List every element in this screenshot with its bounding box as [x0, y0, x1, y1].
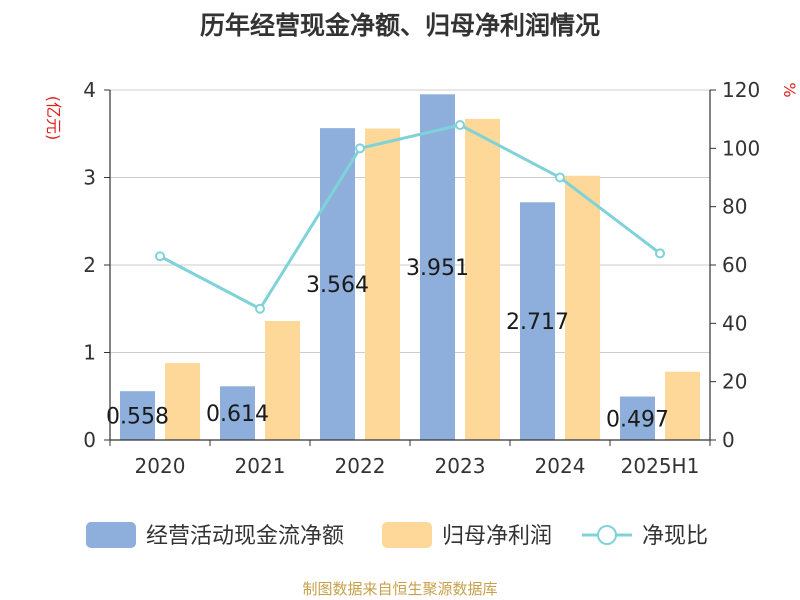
legend-label: 归母净利润 [442, 524, 552, 549]
legend-marker [597, 525, 617, 545]
ratio-point [355, 143, 365, 154]
ratio-point [155, 251, 165, 262]
chart-title: 历年经营现金净额、归母净利润情况 [199, 11, 600, 40]
bar-data-label: 2.717 [506, 310, 569, 335]
bar-data-label: 3.564 [306, 273, 369, 298]
bar-profit [265, 321, 300, 440]
legend-label: 经营活动现金流净额 [146, 524, 344, 549]
bar-profit [565, 175, 600, 440]
right-tick-label: 60 [722, 253, 747, 277]
ratio-point [555, 172, 565, 183]
x-tick-label: 2022 [335, 454, 386, 478]
left-axis-title: (亿元) [44, 96, 63, 141]
right-tick-label: 0 [722, 428, 735, 452]
data-labels: 0.558 0.614 3.564 3.951 2.717 0.497 [106, 256, 669, 432]
left-tick-label: 4 [83, 78, 96, 102]
legend-item-ratio[interactable]: 净现比 [582, 524, 708, 549]
ratio-point [255, 303, 265, 314]
right-tick-label: 100 [722, 136, 760, 160]
x-tick-label: 2021 [235, 454, 286, 478]
left-tick-label: 2 [83, 253, 96, 277]
x-tick-label: 2025H1 [621, 454, 700, 478]
bar-profit [465, 118, 500, 440]
left-tick-label: 0 [83, 428, 96, 452]
bar-data-label: 3.951 [406, 256, 469, 281]
bar-cashflow [420, 94, 455, 440]
bar-profit [665, 371, 700, 440]
bar-cashflow [520, 202, 555, 440]
bar-data-label: 0.614 [206, 402, 269, 427]
ratio-point [455, 120, 465, 130]
right-tick-label: 80 [722, 195, 747, 219]
x-tick-label: 2024 [535, 454, 586, 478]
ratio-line [155, 120, 665, 314]
right-axis-title: % [780, 82, 799, 97]
source-footer: 制图数据来自恒生聚源数据库 [302, 580, 498, 598]
right-tick-label: 120 [722, 78, 760, 102]
right-tick-label: 40 [722, 311, 747, 335]
bar-profit [365, 128, 400, 440]
bars [120, 94, 700, 440]
left-tick-label: 1 [83, 341, 96, 365]
left-tick-label: 3 [83, 166, 96, 190]
legend-swatch [86, 522, 136, 548]
legend-item-cashflow[interactable]: 经营活动现金流净额 [86, 522, 344, 549]
bar-data-label: 0.497 [606, 407, 669, 432]
legend-item-profit[interactable]: 归母净利润 [382, 522, 552, 549]
x-tick-label: 2023 [435, 454, 486, 478]
bar-data-label: 0.558 [106, 405, 169, 430]
ratio-line-path [159, 123, 661, 311]
bar-cashflow [620, 396, 655, 440]
legend-label: 净现比 [642, 524, 708, 549]
legend-swatch [382, 522, 432, 548]
bar-profit [165, 363, 200, 440]
bar-cashflow [120, 391, 155, 440]
bar-cashflow [220, 386, 255, 440]
x-tick-label: 2020 [135, 454, 186, 478]
right-tick-label: 20 [722, 370, 747, 394]
legend[interactable]: 经营活动现金流净额 归母净利润 净现比 [86, 522, 708, 549]
bar-cashflow [320, 128, 355, 440]
grid-lines [110, 89, 710, 353]
ratio-point [655, 248, 665, 259]
